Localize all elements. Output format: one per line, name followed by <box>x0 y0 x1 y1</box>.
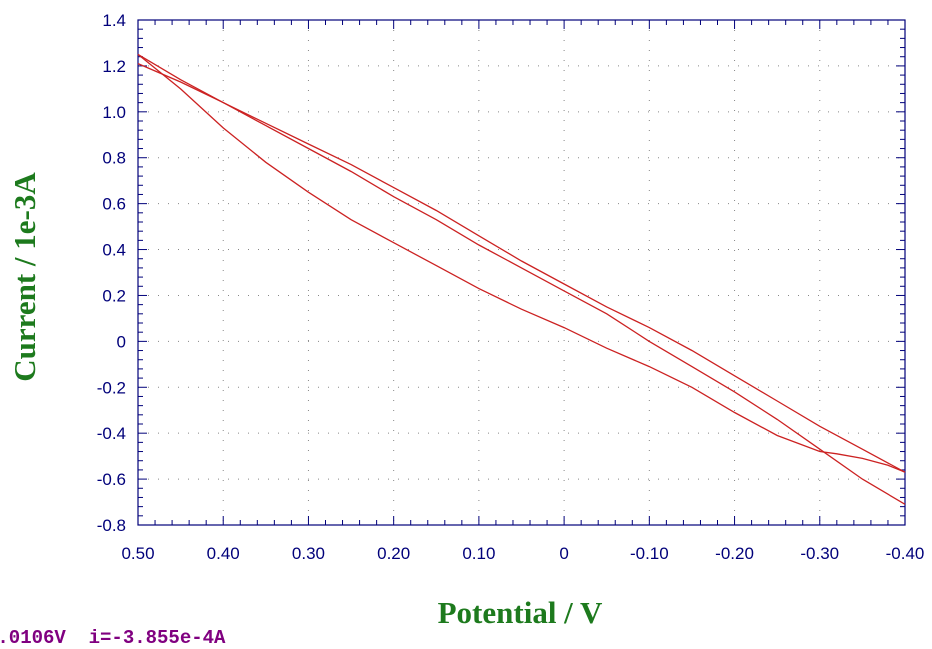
x-tick-label: 0.20 <box>377 544 410 563</box>
x-tick-label: -0.40 <box>886 544 925 563</box>
y-tick-label: -0.2 <box>97 378 126 397</box>
grid <box>138 20 905 525</box>
y-tick-label: 0.6 <box>102 195 126 214</box>
series-line-2 <box>137 53 906 505</box>
y-tick-label: -0.4 <box>97 424 126 443</box>
x-tick-label: -0.10 <box>630 544 669 563</box>
x-tick-label: -0.20 <box>715 544 754 563</box>
y-axis-title: Current / 1e-3A <box>7 172 42 382</box>
x-tick-label: 0.50 <box>121 544 154 563</box>
cursor-readout: 0.0106V i=-3.855e-4A <box>0 627 226 649</box>
y-tick-label: 0 <box>117 332 126 351</box>
y-tick-label: 1.4 <box>102 11 126 30</box>
series-group <box>137 53 906 505</box>
y-tick-label: 0.8 <box>102 149 126 168</box>
series-line-3 <box>137 53 906 473</box>
x-tick-label: 0 <box>559 544 568 563</box>
y-tick-label: 0.2 <box>102 286 126 305</box>
x-tick-label: 0.10 <box>462 544 495 563</box>
x-tick-label: -0.30 <box>800 544 839 563</box>
y-tick-label: 0.4 <box>102 241 126 260</box>
y-tick-label: 1.0 <box>102 103 126 122</box>
x-axis-title: Potential / V <box>438 595 603 630</box>
x-tick-label: 0.30 <box>292 544 325 563</box>
series-line-1 <box>137 63 906 473</box>
x-tick-label: 0.40 <box>207 544 240 563</box>
y-tick-label: -0.8 <box>97 516 126 535</box>
plot-frame <box>137 19 906 526</box>
y-tick-label: -0.6 <box>97 470 126 489</box>
tick-labels: 0.50 0.40 0.30 0.20 0.10 0 -0.10 -0.20 -0.30 -0.4… <box>97 11 925 563</box>
y-tick-label: 1.2 <box>102 57 126 76</box>
tick-marks <box>137 19 906 526</box>
